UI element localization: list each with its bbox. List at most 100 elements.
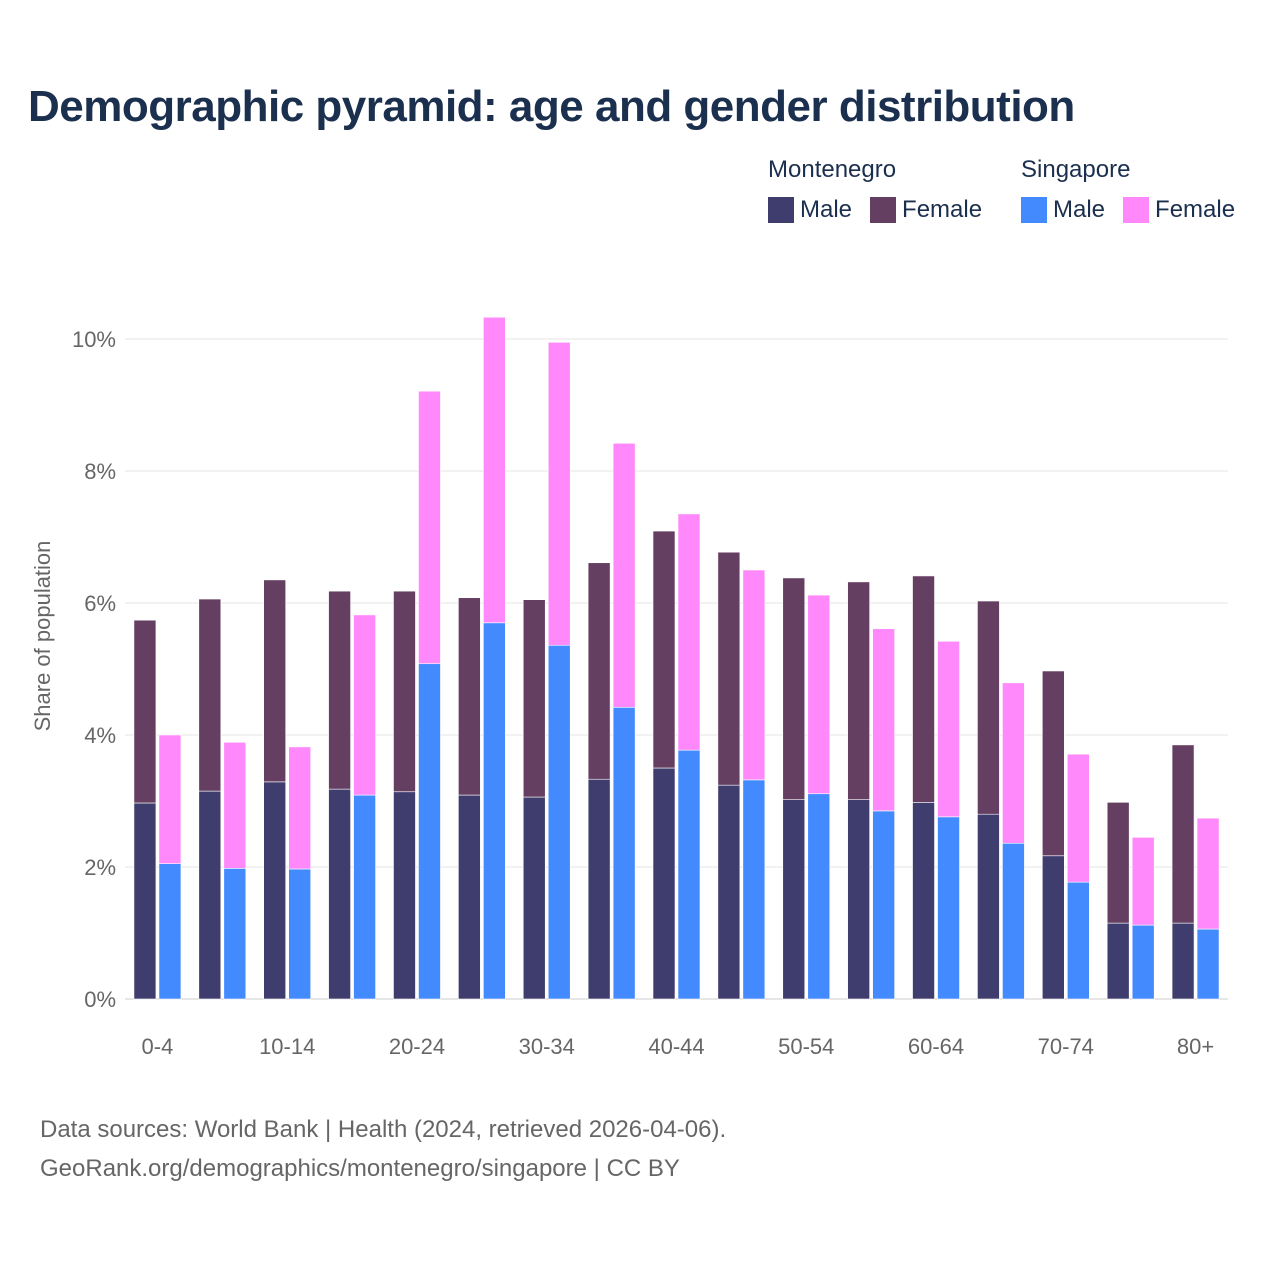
- bar-montenegro-female-15-19[interactable]: [328, 590, 351, 790]
- swatch-icon: [870, 197, 897, 223]
- bar-singapore-female-35-39[interactable]: [612, 442, 636, 708]
- bar-singapore-male-25-29[interactable]: [483, 622, 506, 1000]
- bar-singapore-female-45-49[interactable]: [742, 569, 766, 781]
- bar-singapore-female-50-54[interactable]: [807, 594, 831, 795]
- bar-singapore-male-0-4[interactable]: [158, 863, 182, 1000]
- bar-montenegro-female-35-39[interactable]: [587, 562, 611, 780]
- bar-singapore-male-20-24[interactable]: [418, 663, 441, 1000]
- legend-label: Female: [1155, 196, 1236, 223]
- bar-montenegro-male-75-79[interactable]: [1106, 922, 1130, 1000]
- y-tick-label: 10%: [72, 327, 116, 352]
- x-tick-label: 70-74: [1038, 1034, 1094, 1059]
- bar-montenegro-male-30-34[interactable]: [522, 796, 546, 1000]
- x-tick-label: 20-24: [389, 1034, 445, 1059]
- x-tick-label: 30-34: [519, 1034, 575, 1059]
- bar-montenegro-male-55-59[interactable]: [847, 799, 870, 1000]
- bar-montenegro-female-30-34[interactable]: [522, 599, 546, 798]
- bar-singapore-female-20-24[interactable]: [418, 390, 441, 665]
- bar-montenegro-male-5-9[interactable]: [198, 790, 222, 1000]
- bar-singapore-male-5-9[interactable]: [223, 868, 247, 1000]
- bar-singapore-female-10-14[interactable]: [288, 746, 312, 870]
- legend-item-montenegro-female[interactable]: Female: [870, 196, 982, 224]
- y-tick-label: 0%: [84, 987, 116, 1012]
- bar-montenegro-female-5-9[interactable]: [198, 598, 222, 792]
- bar-montenegro-male-20-24[interactable]: [393, 791, 416, 1000]
- bar-montenegro-male-45-49[interactable]: [717, 784, 741, 1000]
- bar-montenegro-female-75-79[interactable]: [1106, 802, 1130, 924]
- bar-montenegro-female-80+[interactable]: [1171, 744, 1195, 924]
- x-tick-label: 0-4: [142, 1034, 174, 1059]
- legend-item-singapore-male[interactable]: Male: [1021, 196, 1105, 224]
- x-tick-label: 60-64: [908, 1034, 964, 1059]
- bar-montenegro-male-80+[interactable]: [1171, 922, 1195, 1000]
- swatch-icon: [1021, 197, 1047, 223]
- bar-montenegro-female-55-59[interactable]: [847, 581, 870, 800]
- legend-singapore: Singapore Male Female: [1021, 156, 1235, 224]
- bar-montenegro-female-45-49[interactable]: [717, 551, 741, 786]
- bar-montenegro-male-70-74[interactable]: [1041, 855, 1065, 1000]
- bar-montenegro-male-25-29[interactable]: [458, 794, 481, 1000]
- bar-singapore-male-65-69[interactable]: [1002, 842, 1025, 1000]
- bar-singapore-female-5-9[interactable]: [223, 741, 247, 869]
- y-tick-label: 8%: [84, 459, 116, 484]
- legend-montenegro: Montenegro Male Female: [768, 156, 982, 224]
- x-tick-label: 80+: [1177, 1034, 1214, 1059]
- bar-singapore-female-60-64[interactable]: [937, 640, 960, 818]
- bar-montenegro-female-20-24[interactable]: [393, 590, 416, 793]
- x-tick-label: 50-54: [778, 1034, 834, 1059]
- bar-singapore-female-30-34[interactable]: [547, 341, 571, 646]
- bar-singapore-female-70-74[interactable]: [1066, 753, 1090, 883]
- bar-singapore-male-15-19[interactable]: [353, 794, 376, 1000]
- bar-singapore-male-50-54[interactable]: [807, 793, 831, 1000]
- bar-montenegro-female-50-54[interactable]: [782, 577, 806, 800]
- legend-label: Male: [800, 196, 853, 223]
- bar-singapore-male-55-59[interactable]: [872, 810, 895, 1000]
- bar-singapore-female-55-59[interactable]: [872, 628, 895, 812]
- bar-singapore-female-75-79[interactable]: [1131, 836, 1155, 926]
- bar-montenegro-male-10-14[interactable]: [263, 781, 287, 1000]
- footer-attribution: GeoRank.org/demographics/montenegro/sing…: [40, 1155, 680, 1182]
- x-tick-label: 40-44: [648, 1034, 704, 1059]
- legend-group-title: Montenegro: [768, 156, 897, 183]
- bar-montenegro-female-65-69[interactable]: [977, 600, 1000, 815]
- legend-item-singapore-female[interactable]: Female: [1123, 196, 1235, 224]
- bar-montenegro-male-40-44[interactable]: [652, 767, 676, 1000]
- bar-montenegro-male-60-64[interactable]: [912, 802, 935, 1000]
- legend-label: Male: [1053, 196, 1106, 223]
- bar-montenegro-female-60-64[interactable]: [912, 575, 935, 803]
- bar-montenegro-male-15-19[interactable]: [328, 788, 351, 1000]
- y-axis-label: Share of population: [30, 541, 55, 732]
- bar-singapore-female-0-4[interactable]: [158, 734, 182, 864]
- legend-group-title: Singapore: [1021, 156, 1131, 183]
- bar-singapore-male-30-34[interactable]: [547, 644, 571, 1000]
- bar-singapore-male-40-44[interactable]: [677, 749, 701, 1000]
- bar-singapore-female-40-44[interactable]: [677, 513, 701, 751]
- bar-singapore-female-65-69[interactable]: [1002, 682, 1025, 844]
- bar-montenegro-female-0-4[interactable]: [133, 619, 157, 804]
- bar-montenegro-female-70-74[interactable]: [1041, 670, 1065, 857]
- bar-singapore-female-15-19[interactable]: [353, 614, 376, 796]
- legend-item-montenegro-male[interactable]: Male: [768, 196, 852, 224]
- bar-singapore-male-45-49[interactable]: [742, 779, 766, 1000]
- y-tick-label: 2%: [84, 855, 116, 880]
- bar-singapore-male-80+[interactable]: [1196, 928, 1220, 1000]
- bar-singapore-male-75-79[interactable]: [1131, 924, 1155, 1000]
- bar-montenegro-female-25-29[interactable]: [458, 597, 481, 796]
- bar-singapore-female-80+[interactable]: [1196, 817, 1220, 930]
- swatch-icon: [768, 197, 794, 223]
- bar-singapore-male-70-74[interactable]: [1066, 881, 1090, 1000]
- x-tick-label: 10-14: [259, 1034, 315, 1059]
- bar-montenegro-male-50-54[interactable]: [782, 799, 806, 1000]
- swatch-icon: [1123, 197, 1150, 223]
- bar-montenegro-female-10-14[interactable]: [263, 579, 287, 783]
- y-tick-label: 4%: [84, 723, 116, 748]
- bar-montenegro-female-40-44[interactable]: [652, 530, 676, 769]
- bar-montenegro-male-35-39[interactable]: [587, 778, 611, 1000]
- bar-singapore-female-25-29[interactable]: [483, 316, 506, 624]
- bar-montenegro-male-0-4[interactable]: [133, 802, 157, 1000]
- bar-singapore-male-35-39[interactable]: [612, 706, 636, 1000]
- bar-singapore-male-10-14[interactable]: [288, 868, 312, 1000]
- bar-montenegro-male-65-69[interactable]: [977, 813, 1000, 1000]
- bar-singapore-male-60-64[interactable]: [937, 816, 960, 1000]
